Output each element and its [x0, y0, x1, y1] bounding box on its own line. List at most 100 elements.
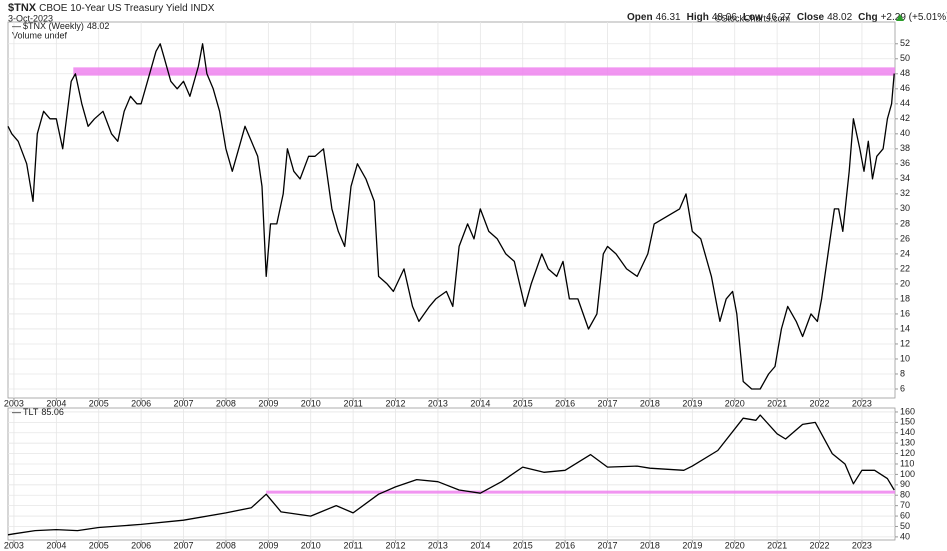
quote-value: 46.27 [766, 12, 791, 23]
x-tick-label: 2021 [767, 398, 787, 408]
y-tick-label: 160 [900, 406, 915, 416]
x-tick-label: 2008 [216, 398, 236, 408]
x-tick-label: 2021 [767, 540, 787, 550]
quote-value: 46.31 [656, 12, 681, 23]
legend-last-value: 85.06 [41, 407, 64, 417]
y-tick-label: 48 [900, 68, 910, 78]
y-tick-label: 18 [900, 293, 910, 303]
y-tick-label: 10 [900, 353, 910, 363]
y-tick-label: 110 [900, 458, 914, 468]
symbol: $TNX [8, 2, 37, 14]
y-tick-label: 42 [900, 113, 910, 123]
y-tick-label: 50 [900, 53, 910, 63]
y-tick-label: 6 [900, 383, 905, 393]
y-tick-label: 44 [900, 98, 910, 108]
y-tick-label: 40 [900, 531, 910, 541]
x-tick-label: 2005 [89, 398, 109, 408]
x-tick-label: 2023 [852, 540, 872, 550]
x-tick-label: 2015 [513, 540, 533, 550]
x-tick-label: 2009 [258, 398, 278, 408]
header-title: $TNX CBOE 10-Year US Treasury Yield INDX [8, 2, 215, 14]
x-tick-label: 2009 [258, 540, 278, 550]
x-tick-label: 2012 [386, 540, 406, 550]
x-tick-label: 2020 [725, 540, 745, 550]
quote: Open 46.31 High 48.06 Low 46.27 Close 48.02 Chg +… [627, 12, 947, 23]
x-tick-label: 2007 [174, 540, 194, 550]
plot-frame [7, 21, 896, 399]
x-tick-label: 2013 [428, 398, 448, 408]
y-tick-label: 36 [900, 158, 910, 168]
x-tick-label: 2011 [343, 398, 362, 408]
quote-label: Close [797, 12, 825, 23]
y-tick-label: 24 [900, 248, 910, 258]
x-tick-label: 2012 [386, 398, 406, 408]
y-tick-label: 120 [900, 448, 915, 458]
y-tick-label: 8 [900, 368, 905, 378]
credit: ©StockCharts.com [715, 13, 790, 23]
change-label: Chg [858, 12, 877, 23]
y-tick-label: 20 [900, 278, 910, 288]
y-tick-label: 16 [900, 308, 910, 318]
up-arrow [896, 14, 904, 21]
volume-note: Volume undef [12, 30, 68, 40]
x-tick-label: 2004 [46, 540, 66, 550]
legend-name: $TNX (Weekly) [23, 21, 84, 31]
x-tick-label: 2015 [513, 398, 533, 408]
x-tick-label: 2013 [428, 540, 448, 550]
x-tick-label: 2018 [640, 540, 660, 550]
y-tick-label: 40 [900, 128, 910, 138]
y-tick-label: 14 [900, 323, 910, 333]
y-tick-label: 52 [900, 38, 910, 48]
date: 3-Oct-2023 [8, 13, 53, 23]
x-tick-label: 2014 [470, 540, 490, 550]
x-tick-label: 2020 [725, 398, 745, 408]
y-tick-label: 22 [900, 263, 910, 273]
x-tick-label: 2017 [598, 398, 618, 408]
change-value: +2.29 (+5.01%) [881, 12, 947, 23]
legend-entry: — TLT 85.06 [12, 407, 64, 417]
quote-label: Open [627, 12, 653, 23]
x-tick-label: 2023 [852, 398, 872, 408]
y-tick-label: 46 [900, 83, 910, 93]
x-tick-label: 2004 [46, 398, 66, 408]
quote-label: High [687, 12, 709, 23]
y-tick-label: 140 [900, 427, 915, 437]
y-tick-label: 30 [900, 203, 910, 213]
quote-value: 48.02 [827, 12, 852, 23]
quote-value: 48.06 [712, 12, 737, 23]
legend-last-value: 48.02 [87, 21, 110, 31]
x-tick-label: 2010 [301, 398, 321, 408]
x-tick-label: 2022 [810, 540, 830, 550]
x-tick-label: 2016 [555, 540, 575, 550]
price-line [7, 43, 895, 390]
y-tick-label: 90 [900, 479, 910, 489]
x-tick-label: 2003 [4, 540, 24, 550]
y-tick-label: 34 [900, 173, 910, 183]
y-tick-label: 32 [900, 188, 910, 198]
y-tick-label: 12 [900, 338, 910, 348]
y-tick-label: 26 [900, 233, 910, 243]
y-tick-label: 130 [900, 438, 915, 448]
x-tick-label: 2008 [216, 540, 236, 550]
x-tick-label: 2019 [682, 398, 702, 408]
y-tick-label: 100 [900, 469, 915, 479]
x-tick-label: 2007 [174, 398, 194, 408]
x-tick-label: 2006 [131, 398, 151, 408]
legend-entry: — $TNX (Weekly) 48.02 [12, 21, 109, 31]
instrument-name: CBOE 10-Year US Treasury Yield INDX [39, 3, 215, 14]
y-tick-label: 60 [900, 510, 910, 520]
quote-label: Low [743, 12, 763, 23]
x-tick-label: 2016 [555, 398, 575, 408]
legend-swatch: — [12, 21, 21, 31]
x-tick-label: 2018 [640, 398, 660, 408]
y-tick-label: 150 [900, 417, 915, 427]
x-tick-label: 2005 [89, 540, 109, 550]
y-tick-label: 38 [900, 143, 910, 153]
price-line [7, 414, 895, 536]
legend-swatch: — [12, 407, 21, 417]
x-tick-label: 2019 [682, 540, 702, 550]
y-tick-label: 50 [900, 521, 910, 531]
x-tick-label: 2017 [598, 540, 618, 550]
